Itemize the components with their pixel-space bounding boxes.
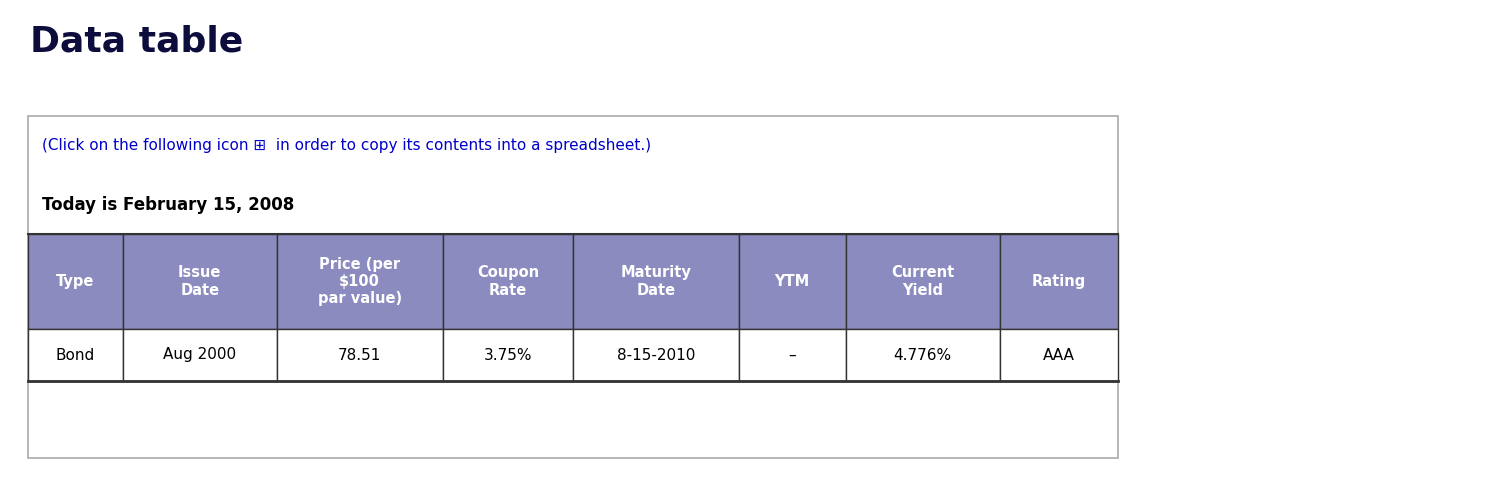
Text: Bond: Bond — [56, 347, 95, 363]
Text: 4.776%: 4.776% — [893, 347, 951, 363]
FancyBboxPatch shape — [276, 329, 443, 381]
FancyBboxPatch shape — [28, 116, 1117, 458]
Text: Today is February 15, 2008: Today is February 15, 2008 — [42, 196, 294, 214]
Text: Maturity
Date: Maturity Date — [621, 265, 691, 298]
FancyBboxPatch shape — [574, 234, 739, 329]
FancyBboxPatch shape — [28, 234, 123, 329]
Text: Issue
Date: Issue Date — [178, 265, 221, 298]
Text: Rating: Rating — [1031, 274, 1086, 289]
FancyBboxPatch shape — [1000, 329, 1117, 381]
FancyBboxPatch shape — [123, 234, 276, 329]
FancyBboxPatch shape — [276, 234, 443, 329]
Text: Aug 2000: Aug 2000 — [163, 347, 236, 363]
Text: (Click on the following icon ⊞  in order to copy its contents into a spreadsheet: (Click on the following icon ⊞ in order … — [42, 138, 651, 153]
Text: 3.75%: 3.75% — [483, 347, 532, 363]
FancyBboxPatch shape — [443, 329, 574, 381]
FancyBboxPatch shape — [1000, 234, 1117, 329]
Text: –: – — [789, 347, 796, 363]
FancyBboxPatch shape — [739, 329, 846, 381]
Text: Data table: Data table — [30, 25, 244, 59]
Text: AAA: AAA — [1043, 347, 1074, 363]
Text: Current
Yield: Current Yield — [892, 265, 954, 298]
Text: 8-15-2010: 8-15-2010 — [617, 347, 695, 363]
Text: Type: Type — [56, 274, 95, 289]
Text: Price (per
$100
par value): Price (per $100 par value) — [318, 257, 401, 307]
FancyBboxPatch shape — [28, 329, 123, 381]
Text: YTM: YTM — [774, 274, 810, 289]
Text: Coupon
Rate: Coupon Rate — [477, 265, 539, 298]
FancyBboxPatch shape — [846, 329, 1000, 381]
FancyBboxPatch shape — [846, 234, 1000, 329]
FancyBboxPatch shape — [123, 329, 276, 381]
FancyBboxPatch shape — [574, 329, 739, 381]
FancyBboxPatch shape — [739, 234, 846, 329]
FancyBboxPatch shape — [443, 234, 574, 329]
Text: 78.51: 78.51 — [337, 347, 382, 363]
